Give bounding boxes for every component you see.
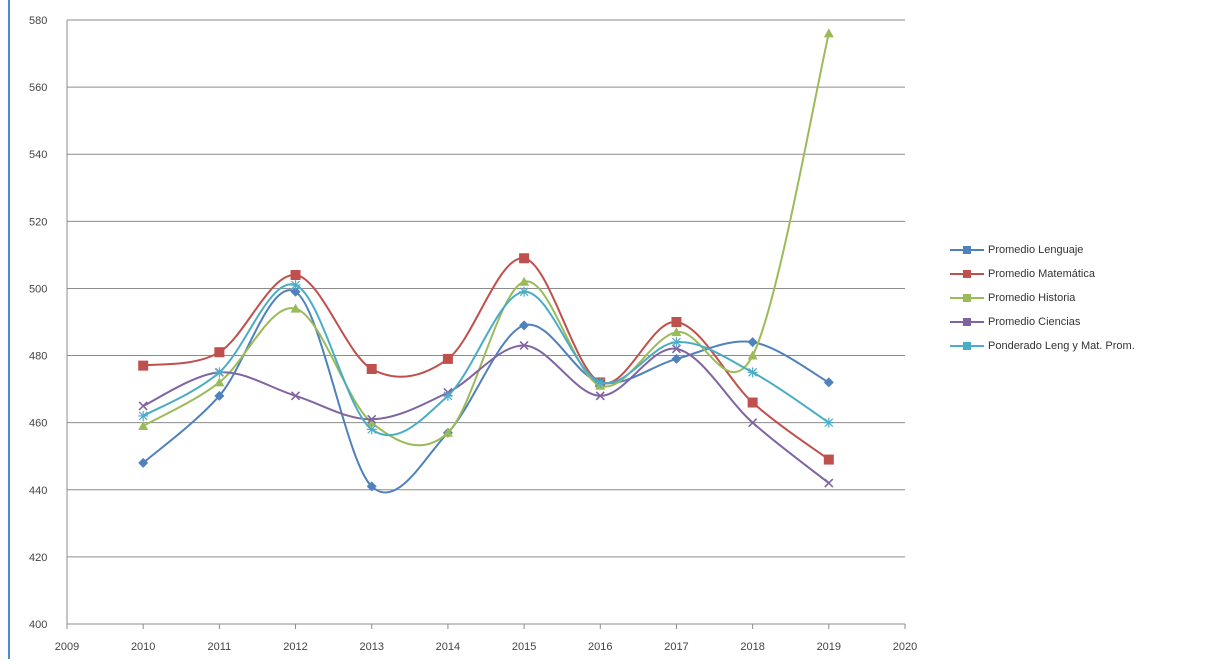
- legend-item: Ponderado Leng y Mat. Prom.: [948, 334, 1210, 358]
- series-0-point-9: [823, 377, 834, 388]
- legend-item: Promedio Historia: [948, 286, 1210, 310]
- y-tick-label: 400: [29, 619, 47, 631]
- series-3-point-6: [595, 391, 605, 401]
- legend-swatch: [950, 342, 984, 350]
- x-tick-label: 2019: [817, 641, 841, 653]
- y-tick-label: 540: [29, 149, 47, 161]
- series-2-point-9: [823, 28, 834, 38]
- x-tick-label: 2011: [208, 641, 232, 653]
- legend-item: Promedio Matemática: [948, 262, 1210, 286]
- y-tick-label: 420: [29, 552, 47, 564]
- x-tick-label: 2009: [55, 641, 79, 653]
- series-1-point-0: [138, 360, 149, 371]
- series-0-point-1: [214, 390, 225, 401]
- y-tick-label: 460: [29, 418, 47, 430]
- x-tick-label: 2018: [740, 641, 764, 653]
- series-0-point-3: [366, 481, 377, 492]
- series-1-point-9: [823, 454, 834, 465]
- legend-swatch: [950, 318, 984, 326]
- legend-swatch: [950, 294, 984, 302]
- series-0-point-7: [671, 353, 682, 364]
- series-2-point-4: [442, 427, 453, 437]
- y-tick-label: 560: [29, 82, 47, 94]
- y-tick-label: 580: [29, 15, 47, 27]
- series-4-point-2: [290, 280, 301, 291]
- chart-left-border: [8, 0, 10, 659]
- series-0-point-8: [747, 337, 758, 348]
- series-3-point-9: [824, 478, 834, 488]
- series-0-point-2: [290, 286, 301, 297]
- series-1-point-5: [519, 253, 530, 264]
- legend-item: Promedio Lenguaje: [948, 238, 1210, 262]
- series-2-point-0: [138, 421, 149, 431]
- legend-label: Promedio Ciencias: [988, 316, 1081, 328]
- x-tick-label: 2013: [359, 641, 383, 653]
- series-3-point-3: [367, 414, 377, 424]
- series-4-point-8: [747, 367, 758, 378]
- series-3-point-0: [138, 401, 148, 411]
- legend-swatch: [950, 270, 984, 278]
- series-4-point-6: [595, 377, 606, 388]
- series-line-1: [143, 257, 830, 461]
- y-tick-label: 520: [29, 216, 47, 228]
- x-tick-label: 2015: [512, 641, 536, 653]
- series-4-point-9: [823, 417, 834, 428]
- series-3-point-2: [290, 391, 301, 401]
- series-0-point-0: [138, 457, 149, 468]
- y-tick-label: 480: [29, 351, 47, 363]
- legend: Promedio Lenguaje Promedio Matemática Prom…: [948, 238, 1210, 358]
- series-line-3: [142, 344, 830, 484]
- series-2-point-5: [519, 276, 530, 286]
- series-2-point-7: [671, 327, 682, 337]
- series-4-point-4: [442, 390, 453, 401]
- series-line-4: [142, 283, 830, 437]
- series-3-point-8: [748, 418, 758, 428]
- series-4-point-7: [671, 337, 682, 348]
- series-1-point-1: [214, 347, 225, 358]
- series-1-point-7: [671, 317, 682, 327]
- series-line-0: [142, 289, 830, 494]
- x-tick-label: 2010: [131, 641, 155, 653]
- legend-label: Promedio Historia: [988, 292, 1076, 304]
- series-2-point-3: [366, 417, 377, 427]
- series-4-point-5: [519, 286, 530, 297]
- legend-swatch: [950, 246, 984, 254]
- series-4-point-3: [366, 424, 377, 435]
- series-2-point-2: [290, 303, 301, 313]
- x-tick-label: 2016: [588, 641, 612, 653]
- x-tick-label: 2012: [283, 641, 307, 653]
- x-tick-label: 2017: [664, 641, 688, 653]
- y-tick-label: 440: [29, 485, 47, 497]
- series-0-point-5: [519, 320, 530, 331]
- y-tick-label: 500: [29, 283, 47, 295]
- legend-item: Promedio Ciencias: [948, 310, 1210, 334]
- series-2-point-8: [747, 350, 758, 360]
- x-tick-label: 2020: [893, 641, 917, 653]
- series-1-point-3: [366, 363, 377, 374]
- legend-label: Ponderado Leng y Mat. Prom.: [988, 340, 1135, 352]
- series-1-point-2: [290, 270, 301, 281]
- series-4-point-1: [214, 367, 225, 378]
- series-3-point-7: [671, 344, 682, 354]
- legend-label: Promedio Matemática: [988, 268, 1095, 280]
- x-tick-label: 2014: [436, 641, 460, 653]
- series-4-point-0: [138, 410, 149, 421]
- series-2-point-1: [214, 377, 225, 387]
- series-1-point-4: [442, 353, 453, 364]
- legend-label: Promedio Lenguaje: [988, 244, 1084, 256]
- series-line-2: [142, 33, 830, 447]
- series-1-point-8: [747, 397, 758, 408]
- series-3-point-5: [519, 340, 529, 351]
